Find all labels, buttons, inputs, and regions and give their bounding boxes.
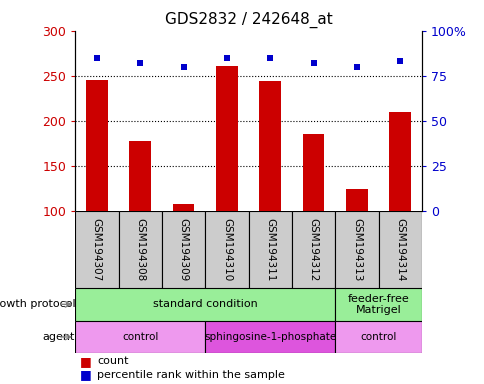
Text: GSM194312: GSM194312 bbox=[308, 218, 318, 281]
Bar bbox=[259, 81, 281, 211]
Text: growth protocol: growth protocol bbox=[0, 299, 75, 310]
Bar bbox=[334, 211, 378, 288]
Bar bbox=[346, 189, 367, 211]
Bar bbox=[389, 112, 410, 211]
Bar bbox=[248, 211, 291, 288]
Bar bbox=[75, 321, 205, 353]
Text: feeder-free
Matrigel: feeder-free Matrigel bbox=[347, 293, 408, 315]
Text: GSM194310: GSM194310 bbox=[222, 218, 231, 281]
Bar bbox=[302, 134, 324, 211]
Text: control: control bbox=[122, 332, 158, 342]
Text: GSM194311: GSM194311 bbox=[265, 218, 274, 281]
Text: ■: ■ bbox=[80, 355, 91, 368]
Bar bbox=[118, 211, 162, 288]
Text: standard condition: standard condition bbox=[152, 299, 257, 310]
Text: percentile rank within the sample: percentile rank within the sample bbox=[97, 370, 284, 380]
Bar bbox=[172, 204, 194, 211]
Bar bbox=[334, 321, 421, 353]
Text: GSM194313: GSM194313 bbox=[351, 218, 361, 281]
Title: GDS2832 / 242648_at: GDS2832 / 242648_at bbox=[165, 12, 332, 28]
Text: sphingosine-1-phosphate: sphingosine-1-phosphate bbox=[204, 332, 336, 342]
Bar bbox=[75, 288, 334, 321]
Text: GSM194309: GSM194309 bbox=[178, 218, 188, 281]
Bar bbox=[291, 211, 334, 288]
Bar bbox=[75, 211, 118, 288]
Text: GSM194307: GSM194307 bbox=[91, 218, 102, 281]
Text: GSM194308: GSM194308 bbox=[135, 218, 145, 281]
Text: count: count bbox=[97, 356, 128, 366]
Bar bbox=[205, 321, 334, 353]
Text: GSM194314: GSM194314 bbox=[394, 218, 405, 281]
Bar bbox=[334, 288, 421, 321]
Bar bbox=[162, 211, 205, 288]
Bar bbox=[205, 211, 248, 288]
Bar bbox=[215, 66, 237, 211]
Bar bbox=[129, 141, 151, 211]
Text: agent: agent bbox=[43, 332, 75, 342]
Text: control: control bbox=[360, 332, 396, 342]
Bar bbox=[86, 80, 107, 211]
Bar bbox=[378, 211, 421, 288]
Text: ■: ■ bbox=[80, 368, 91, 381]
